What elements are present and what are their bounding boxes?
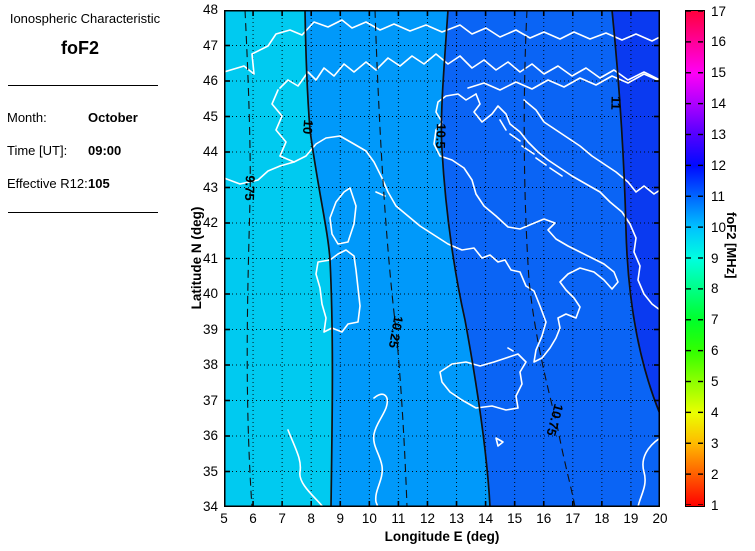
coastline-sardinia (315, 249, 361, 333)
x-tick-label: 16 (536, 511, 552, 526)
contour-label-10.25: 10.25 (386, 315, 406, 350)
r12-value: 105 (88, 176, 110, 191)
time-value: 09:00 (88, 143, 122, 158)
grid-lines (224, 10, 660, 507)
y-tick-label: 47 (202, 37, 218, 53)
colorbar-tick-label: 1 (711, 497, 719, 513)
contour-line-10.25 (374, 10, 408, 507)
divider-top (8, 85, 158, 86)
contour-label-11: 11 (608, 96, 623, 110)
colorbar-tick-label: 9 (711, 250, 719, 266)
y-tick-label: 48 (202, 2, 218, 17)
colorbar-tick-label: 3 (711, 435, 719, 451)
y-tick-label: 41 (202, 250, 218, 266)
y-tick-label: 46 (202, 73, 218, 88)
border-france-italy (271, 89, 295, 163)
colorbar-tick-marks (686, 11, 703, 505)
contour-line-10.75 (523, 10, 576, 507)
fill-band (612, 10, 660, 414)
coastlines (224, 19, 660, 507)
colorbar-tick-label: 6 (711, 343, 719, 359)
contour-line-10 (304, 10, 334, 507)
colorbar-tick-label: 10 (711, 219, 727, 235)
x-tick-label: 18 (594, 511, 610, 526)
y-tick-label: 38 (202, 357, 218, 372)
y-tick-label: 40 (202, 286, 218, 301)
fill-band (441, 10, 660, 507)
y-tick-label: 42 (202, 215, 218, 230)
month-label: Month: (7, 110, 47, 125)
coastline-corsica (329, 187, 357, 245)
x-tick-label: 20 (652, 511, 668, 526)
x-tick-label: 13 (449, 511, 465, 526)
contour-plot: 9.75 10 10.25 10.5 10.75 11 (224, 10, 660, 507)
x-tick-label: 9 (336, 511, 345, 526)
colorbar-tick-label: 5 (711, 374, 719, 389)
coastline-alps-south (279, 53, 660, 89)
colorbar-tick-label: 11 (711, 188, 726, 204)
coastline-africa-west (287, 429, 324, 507)
contour-label-10.5: 10.5 (433, 123, 449, 149)
colorbar-tick-label: 16 (711, 34, 727, 50)
characteristic-name: foF2 (61, 38, 99, 58)
x-tick-label: 5 (220, 511, 228, 526)
colorbar-tick-label: 13 (711, 127, 727, 142)
info-panel: Ionospheric Characteristic foF2 Month: O… (0, 0, 180, 551)
x-tick-label: 6 (249, 511, 257, 526)
contour-line-11 (611, 10, 660, 415)
border-balkans-north (467, 73, 660, 91)
r12-label: Effective R12: (7, 176, 88, 191)
contour-label-9.75: 9.75 (242, 175, 258, 201)
y-tick-label: 44 (202, 144, 218, 159)
x-tick-label: 19 (623, 511, 639, 526)
border-balkans-inland (523, 99, 660, 195)
divider-bottom (8, 212, 158, 213)
contour-line-10.5 (440, 10, 491, 507)
contour-lines (244, 10, 660, 507)
x-tick-label: 10 (361, 511, 377, 526)
x-tick-label: 11 (391, 511, 406, 526)
coastline-sicily (439, 353, 527, 411)
colorbar-tick-label: 14 (711, 96, 727, 112)
coastline-tunisia-east (372, 393, 389, 507)
dalmatian-islands (499, 119, 563, 177)
x-tick-label: 12 (419, 511, 435, 526)
colorbar-tick-label: 7 (711, 312, 719, 328)
plot-border (224, 10, 660, 507)
colorbar-tick-label: 17 (711, 3, 727, 19)
coastline-alps-north (224, 19, 660, 75)
coastline-adriatic-balkans (473, 93, 660, 311)
y-tick-label: 39 (202, 321, 218, 337)
colorbar-tick-label: 12 (711, 157, 727, 173)
y-tick-label: 35 (202, 463, 218, 479)
x-tick-label: 7 (278, 511, 286, 526)
y-axis-title: Latitude N (deg) (189, 206, 204, 310)
month-value: October (88, 110, 138, 125)
y-tick-label: 34 (202, 499, 218, 514)
y-tick-label: 43 (202, 179, 218, 195)
colorbar-tick-label: 4 (711, 404, 719, 420)
x-tick-label: 14 (478, 511, 494, 526)
y-tick-label: 45 (202, 108, 218, 124)
y-tick-label: 36 (202, 428, 218, 443)
x-tick-label: 15 (507, 511, 523, 526)
time-label: Time [UT]: (7, 143, 68, 158)
colorbar-tick-label: 8 (711, 281, 719, 297)
x-tick-label: 17 (565, 511, 581, 526)
colorbar-tick-label: 15 (711, 65, 727, 81)
colorbar (685, 10, 705, 507)
contour-line-9.75 (244, 10, 253, 507)
colorbar-tick-label: 2 (711, 466, 719, 482)
island-aeolian (507, 347, 514, 352)
y-tick-label: 37 (202, 392, 218, 408)
contour-label-10: 10 (300, 119, 316, 135)
x-tick-label: 8 (307, 511, 315, 526)
x-axis-title: Longitude E (deg) (384, 529, 500, 544)
coastline-southeast (637, 437, 660, 507)
panel-title: Ionospheric Characteristic (9, 11, 161, 26)
colorbar-title: foF2 [MHz] (724, 212, 739, 279)
island-malta (495, 437, 504, 447)
